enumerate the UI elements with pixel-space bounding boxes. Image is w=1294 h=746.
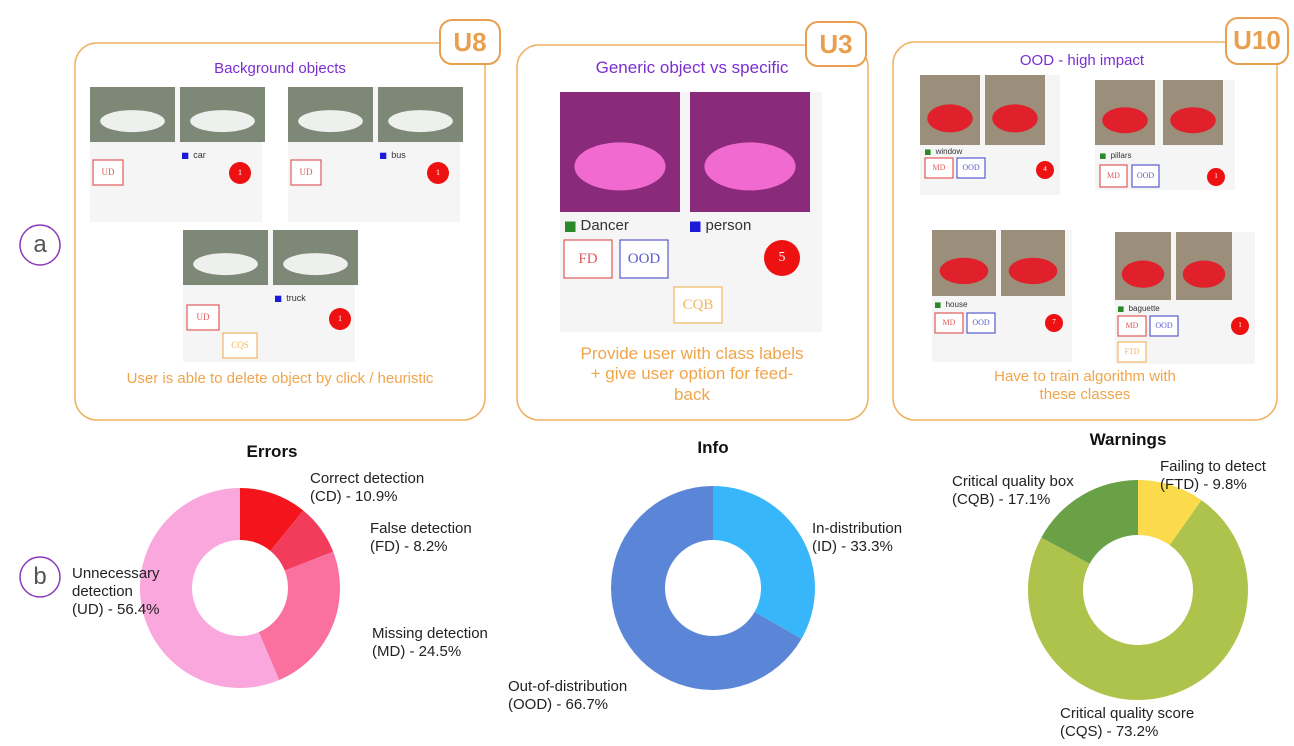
label-swatch	[1100, 153, 1106, 159]
thumbnail-object	[1102, 107, 1148, 133]
donut-segment	[713, 486, 815, 639]
class-label: window	[936, 147, 963, 157]
class-label: house	[946, 300, 968, 310]
count: 5	[482, 249, 1082, 265]
thumbnail-object	[298, 110, 363, 132]
count: 1	[916, 172, 1294, 181]
count: 1	[940, 321, 1294, 330]
thumbnail-object	[1170, 107, 1216, 133]
segment-label: False detection (FD) - 8.2%	[370, 520, 472, 556]
thumbnail-object	[1183, 261, 1226, 288]
count: 1	[40, 314, 640, 324]
chart-title: Warnings	[828, 430, 1294, 450]
class-label: car	[193, 150, 206, 161]
segment-label: Critical quality box (CQB) - 17.1%	[952, 473, 1074, 509]
tag: CQB	[398, 296, 998, 314]
thumbnail-object	[190, 110, 255, 132]
label-swatch	[1118, 306, 1124, 312]
thumbnail-object	[100, 110, 165, 132]
thumbnail-object	[927, 104, 973, 132]
class-label: bus	[391, 150, 406, 161]
class-label: truck	[286, 293, 306, 304]
figure: abU8Background objectsUser is able to de…	[0, 0, 1294, 746]
thumbnail-object	[388, 110, 453, 132]
label-swatch	[182, 153, 188, 159]
label-swatch	[275, 296, 281, 302]
segment-label: Critical quality score (CQS) - 73.2%	[1060, 705, 1194, 741]
section-label: b	[0, 563, 340, 592]
tag: FTD	[832, 347, 1294, 357]
segment-label: In-distribution (ID) - 33.3%	[812, 520, 902, 556]
class-label: person	[706, 217, 752, 235]
thumbnail-object	[1122, 261, 1165, 288]
segment-label: Failing to detect (FTD) - 9.8%	[1160, 458, 1266, 494]
segment-label: Missing detection (MD) - 24.5%	[372, 625, 488, 661]
panel-title: OOD - high impact	[782, 52, 1294, 70]
thumbnail-object	[992, 104, 1038, 132]
label-swatch	[690, 222, 701, 233]
segment-label: Unnecessary detection (UD) - 56.4%	[72, 565, 160, 619]
label-swatch	[925, 149, 931, 155]
segment-label: Correct detection (CD) - 10.9%	[310, 470, 424, 506]
class-label: baguette	[1129, 304, 1160, 314]
segment-label: Out-of-distribution (OOD) - 66.7%	[508, 678, 627, 714]
label-swatch	[380, 153, 386, 159]
class-label: Dancer	[581, 217, 629, 235]
class-label: pillars	[1111, 151, 1132, 161]
label-swatch	[565, 222, 576, 233]
panel-note: Have to train algorithm with these class…	[785, 368, 1294, 404]
